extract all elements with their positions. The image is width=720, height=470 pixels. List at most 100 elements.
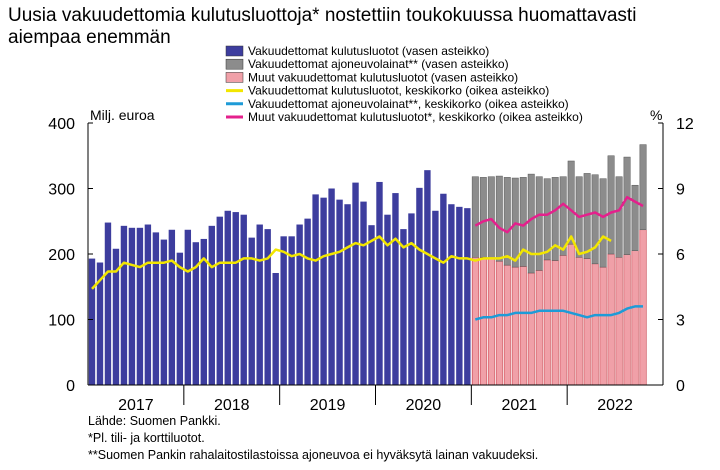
bar-ajoneuvolainat bbox=[543, 178, 551, 261]
left-axis-unit: Milj. euroa bbox=[90, 107, 155, 123]
bar-vakuudettomat-kulutusluotot bbox=[280, 236, 287, 385]
legend-label: Muut vakuudettomat kulutusluotot (vasen … bbox=[248, 70, 518, 84]
legend-label: Vakuudettomat ajoneuvolainat** (vasen as… bbox=[248, 57, 509, 71]
line-series-3 bbox=[474, 195, 644, 234]
source-note: Lähde: Suomen Pankki. bbox=[88, 414, 221, 428]
bar-vakuudettomat-kulutusluotot bbox=[360, 201, 367, 385]
bar-vakuudettomat-kulutusluotot bbox=[264, 229, 271, 385]
bar-vakuudettomat-kulutusluotot bbox=[224, 210, 231, 385]
axes-group: 0 100 200 300 400 0 3 6 9 12 2017 2018 2019 2020 2021 2… bbox=[48, 116, 694, 414]
bar-vakuudettomat-kulutusluotot bbox=[112, 248, 120, 385]
bar-ajoneuvolainat bbox=[527, 173, 535, 274]
bar-vakuudettomat-kulutusluotot bbox=[168, 229, 176, 385]
bar-muut-kulutusluotot bbox=[535, 270, 543, 386]
legend-label: Vakuudettomat kulutusluotot, keskikorko … bbox=[248, 84, 549, 98]
legend-swatch bbox=[225, 45, 244, 57]
right-axis-unit: % bbox=[650, 107, 663, 123]
bar-vakuudettomat-kulutusluotot bbox=[408, 213, 415, 385]
bar-vakuudettomat-kulutusluotot bbox=[384, 214, 391, 385]
bar-vakuudettomat-kulutusluotot bbox=[208, 225, 215, 385]
footnote-2: **Suomen Pankin rahalaitostilastoissa aj… bbox=[88, 448, 539, 462]
right-tick-label: 3 bbox=[676, 313, 685, 330]
bar-vakuudettomat-kulutusluotot bbox=[336, 199, 343, 385]
legend-label: Vakuudettomat kulutusluotot (vasen astei… bbox=[248, 44, 489, 58]
left-tick-label: 300 bbox=[48, 182, 75, 199]
bar-vakuudettomat-kulutusluotot bbox=[400, 229, 407, 385]
bar-muut-kulutusluotot bbox=[591, 263, 599, 386]
year-label: 2018 bbox=[214, 397, 250, 414]
bar-muut-kulutusluotot bbox=[559, 255, 567, 386]
bar-vakuudettomat-kulutusluotot bbox=[464, 208, 471, 385]
bar-vakuudettomat-kulutusluotot bbox=[128, 227, 136, 385]
bar-muut-kulutusluotot bbox=[495, 260, 503, 386]
bar-muut-kulutusluotot bbox=[623, 254, 631, 386]
bar-vakuudettomat-kulutusluotot bbox=[216, 216, 223, 385]
bar-vakuudettomat-kulutusluotot bbox=[272, 272, 279, 385]
bar-vakuudettomat-kulutusluotot bbox=[296, 224, 303, 385]
bar-muut-kulutusluotot bbox=[519, 266, 527, 386]
year-label: 2019 bbox=[310, 397, 346, 414]
bar-muut-kulutusluotot bbox=[487, 258, 495, 386]
bar-vakuudettomat-kulutusluotot bbox=[456, 206, 463, 385]
legend-swatch bbox=[225, 58, 244, 70]
bar-vakuudettomat-kulutusluotot bbox=[144, 224, 152, 385]
bar-vakuudettomat-kulutusluotot bbox=[176, 252, 184, 385]
line-series-1 bbox=[91, 235, 612, 290]
bar-ajoneuvolainat bbox=[591, 174, 599, 265]
year-label: 2021 bbox=[501, 397, 537, 414]
bar-ajoneuvolainat bbox=[559, 176, 567, 256]
bar-muut-kulutusluotot bbox=[575, 257, 583, 386]
bar-ajoneuvolainat bbox=[615, 176, 623, 258]
right-tick-label: 9 bbox=[676, 182, 685, 199]
bar-vakuudettomat-kulutusluotot bbox=[136, 227, 144, 385]
bar-ajoneuvolainat bbox=[487, 176, 495, 259]
bar-muut-kulutusluotot bbox=[543, 259, 551, 386]
bar-muut-kulutusluotot bbox=[615, 257, 623, 386]
bar-ajoneuvolainat bbox=[551, 177, 559, 261]
year-label: 2020 bbox=[406, 397, 442, 414]
bar-ajoneuvolainat bbox=[535, 176, 543, 271]
legend-label: Vakuudettomat ajoneuvolainat**, keskikor… bbox=[248, 97, 569, 111]
bar-muut-kulutusluotot bbox=[551, 260, 559, 386]
bar-vakuudettomat-kulutusluotot bbox=[424, 170, 431, 385]
bar-vakuudettomat-kulutusluotot bbox=[256, 224, 263, 385]
bar-ajoneuvolainat bbox=[607, 155, 615, 255]
bar-ajoneuvolainat bbox=[639, 144, 647, 231]
bar-vakuudettomat-kulutusluotot bbox=[288, 236, 295, 385]
bar-muut-kulutusluotot bbox=[471, 257, 479, 386]
bar-vakuudettomat-kulutusluotot bbox=[200, 238, 207, 385]
left-tick-label: 0 bbox=[66, 378, 75, 395]
lines-group bbox=[91, 195, 644, 321]
bar-vakuudettomat-kulutusluotot bbox=[152, 232, 160, 385]
right-tick-label: 12 bbox=[676, 116, 694, 133]
left-tick-label: 200 bbox=[48, 247, 75, 264]
bar-vakuudettomat-kulutusluotot bbox=[104, 222, 112, 385]
bar-vakuudettomat-kulutusluotot bbox=[248, 237, 255, 385]
bar-vakuudettomat-kulutusluotot bbox=[432, 210, 439, 385]
bar-ajoneuvolainat bbox=[599, 178, 607, 268]
bar-ajoneuvolainat bbox=[495, 175, 503, 262]
bar-vakuudettomat-kulutusluotot bbox=[120, 225, 128, 385]
bar-ajoneuvolainat bbox=[479, 177, 487, 258]
year-label: 2017 bbox=[118, 397, 154, 414]
chart-title: Uusia vakuudettomia kulutusluottoja* nos… bbox=[8, 5, 637, 48]
bar-vakuudettomat-kulutusluotot bbox=[192, 242, 200, 385]
bar-vakuudettomat-kulutusluotot bbox=[88, 258, 96, 385]
bar-muut-kulutusluotot bbox=[527, 272, 535, 386]
bar-muut-kulutusluotot bbox=[599, 266, 607, 386]
year-label: 2022 bbox=[597, 397, 633, 414]
right-tick-label: 6 bbox=[676, 247, 685, 264]
bar-vakuudettomat-kulutusluotot bbox=[392, 193, 399, 385]
bar-vakuudettomat-kulutusluotot bbox=[448, 204, 455, 385]
bar-vakuudettomat-kulutusluotot bbox=[368, 225, 375, 385]
bar-vakuudettomat-kulutusluotot bbox=[344, 204, 351, 385]
bar-ajoneuvolainat bbox=[567, 160, 575, 245]
bar-vakuudettomat-kulutusluotot bbox=[232, 212, 239, 385]
bar-vakuudettomat-kulutusluotot bbox=[312, 194, 319, 385]
bar-vakuudettomat-kulutusluotot bbox=[304, 218, 311, 385]
line-series-2 bbox=[474, 305, 643, 321]
bar-ajoneuvolainat bbox=[623, 156, 631, 255]
bar-vakuudettomat-kulutusluotot bbox=[96, 262, 104, 385]
bar-ajoneuvolainat bbox=[471, 176, 479, 258]
